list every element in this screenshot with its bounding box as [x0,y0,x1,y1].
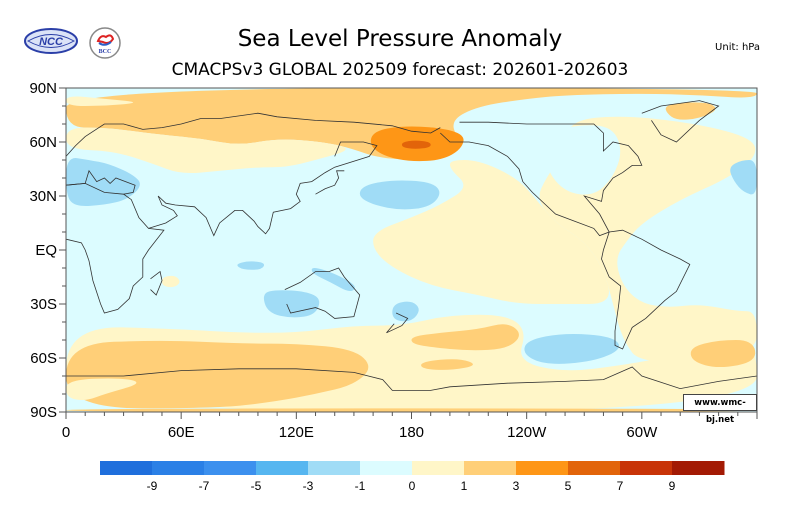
coastline-segment [66,182,165,314]
colorbar-label: -1 [355,479,366,493]
colorbar-segment [568,461,621,475]
y-tick-label: 90N [29,80,57,97]
coastline-segment [66,112,441,157]
colorbar-label: 1 [461,479,468,493]
colorbar-segment [516,461,569,475]
colorbar-label: -7 [199,479,210,493]
y-tick-label: 30N [29,188,57,205]
y-tick-label: 60S [30,350,57,367]
region-arctic-eurasia-positive [66,88,757,160]
colorbar-segment [672,461,725,475]
y-tick-label: 90S [30,404,57,421]
x-tick-label: 60E [168,424,195,441]
colorbar-label: 0 [409,479,416,493]
region-arctic-eurasia-light-band [66,96,134,106]
y-axis: 90N 60N 30N EQ 30S 60S 90S [29,80,66,421]
region-east-australia-negative [311,268,355,292]
coastline-segment [601,229,691,350]
region-south-pacific-positive [411,324,519,351]
x-tick-label: 0 [62,424,70,441]
region-eurasia-neutral-band [66,127,346,174]
region-nz-negative [392,301,419,322]
coastline-segment [641,100,720,143]
anomaly-regions [66,88,757,412]
y-tick-label: 60N [29,134,57,151]
colorbar-segment [308,461,361,475]
x-tick-label: 180 [399,424,424,441]
colorbar-segment [152,461,205,475]
colorbar-segment [360,461,413,475]
region-aleutian-high-core [401,140,431,149]
ncc-logo: NCC [22,26,80,60]
colorbar-label: -3 [303,479,314,493]
unit-label: Unit: hPa [715,42,760,53]
colorbar-label: -5 [251,479,262,493]
x-axis: 0 60E 120E 180 120W 60W [62,412,758,441]
coastlines [66,100,757,391]
colorbar: -9 -7 -5 -3 -1 0 1 3 5 7 9 [100,461,725,493]
coastline-segment [315,170,345,195]
credit-label: www.wmc-bj.net [683,394,757,425]
region-southern-ocean-positive-west [66,340,369,409]
colorbar-label: 5 [565,479,572,493]
colorbar-segment [412,461,465,475]
x-tick-label: 60W [626,424,658,441]
chart-title: Sea Level Pressure Anomaly [237,26,563,52]
colorbar-label: -9 [147,479,158,493]
x-tick-label: 120E [279,424,314,441]
coastline-segment [66,169,136,195]
coastline-segment [150,270,163,296]
coastline-segment [66,366,757,391]
coastline-segment [386,312,409,334]
region-indian-ocean-small-negative [237,261,265,270]
y-tick-label: EQ [35,242,57,259]
region-antarctic-light-patch [66,378,137,400]
region-south-pacific-small-positive [421,359,473,370]
colorbar-segment [464,461,517,475]
bcc-logo: BCC [88,26,122,64]
region-south-atlantic-positive [690,340,756,367]
colorbar-segment [204,461,257,475]
colorbar-label: 9 [669,479,676,493]
coastline-segment [148,141,378,237]
colorbar-label: 7 [617,479,624,493]
region-south-pole-band [66,408,757,412]
svg-text:NCC: NCC [39,36,64,48]
coastline-segment [440,121,643,237]
chart-subtitle: CMACPSv3 GLOBAL 202509 forecast: 202601-… [171,60,629,80]
region-australia-negative [263,290,320,318]
svg-text:BCC: BCC [99,49,112,55]
region-central-pacific-negative [359,180,440,210]
colorbar-segment [100,461,153,475]
region-north-america-negative [543,125,621,195]
region-drake-negative [524,334,619,364]
coastline-segment [284,267,361,319]
colorbar-segment [256,461,309,475]
y-tick-label: 30S [30,296,57,313]
region-north-pacific-neutral [373,160,609,304]
region-east-atlantic-negative [730,160,757,195]
x-tick-label: 120W [507,424,547,441]
region-madagascar-positive [162,275,180,288]
colorbar-label: 3 [513,479,520,493]
region-greenland-positive [665,102,716,120]
colorbar-segment [620,461,673,475]
